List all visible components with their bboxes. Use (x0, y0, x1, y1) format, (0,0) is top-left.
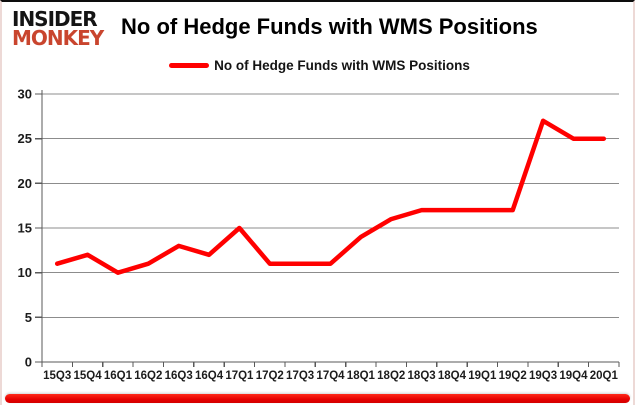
line-chart: 0 5 10 15 20 25 30 15Q3 15Q4 16Q1 16Q2 16Q3 16Q4 17Q1… (18, 87, 620, 382)
x-tick-label: 18Q1 (347, 370, 376, 382)
y-tick-label: 25 (18, 131, 32, 146)
logo-insider-text: INSIDER (12, 7, 98, 31)
x-tick-label: 17Q1 (225, 370, 254, 382)
legend-label: No of Hedge Funds with WMS Positions (214, 58, 470, 73)
y-tick-label: 5 (25, 310, 32, 325)
x-tick-label: 15Q4 (73, 370, 102, 382)
insider-monkey-logo: INSIDER MONKEY (12, 7, 117, 50)
x-tick-label: 17Q4 (316, 370, 345, 382)
x-tick-label: 19Q2 (499, 370, 527, 382)
x-tick-label: 19Q3 (529, 370, 557, 382)
x-tick-label: 19Q1 (468, 370, 497, 382)
y-tick-label: 0 (25, 355, 32, 370)
legend: No of Hedge Funds with WMS Positions (2, 58, 633, 73)
y-tick-label: 10 (18, 265, 32, 280)
x-tick-label: 18Q2 (377, 370, 405, 382)
x-tick-label: 20Q1 (590, 370, 619, 382)
data-series-line (54, 118, 607, 275)
bottom-accent-bar (5, 394, 630, 403)
x-tick-label: 16Q1 (104, 370, 133, 382)
x-tick-label: 18Q4 (438, 370, 467, 382)
y-tick-label: 30 (18, 87, 32, 102)
x-tick-label: 16Q4 (195, 370, 224, 382)
x-tick-label: 18Q3 (408, 370, 436, 382)
legend-line-swatch (169, 63, 210, 68)
y-tick-label: 15 (18, 221, 32, 236)
logo-monkey-text: MONKEY (12, 26, 104, 50)
y-tick-label: 20 (18, 176, 32, 191)
x-tick-label: 19Q4 (559, 370, 588, 382)
x-tick-label: 17Q3 (286, 370, 314, 382)
x-tick-label: 15Q3 (43, 370, 71, 382)
x-tick-label: 16Q3 (165, 370, 193, 382)
x-tick-label: 17Q2 (256, 370, 284, 382)
x-tick-label: 16Q2 (134, 370, 162, 382)
page-title: No of Hedge Funds with WMS Positions (121, 14, 538, 39)
